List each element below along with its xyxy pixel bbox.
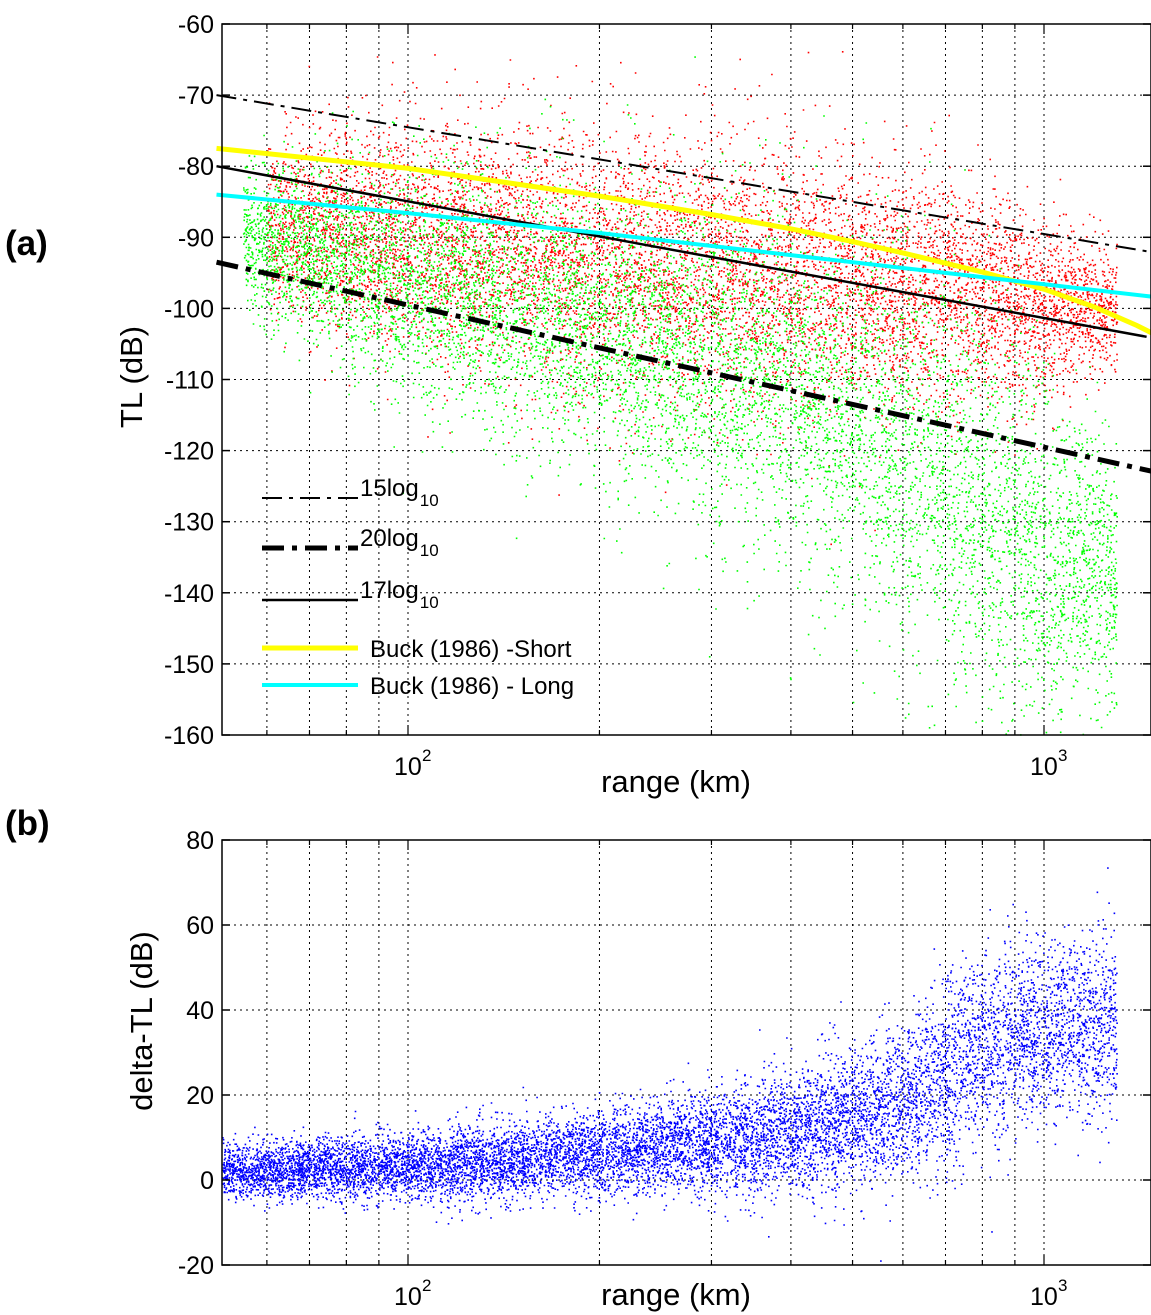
y-tick-label: -140 [164,580,214,608]
y-tick-label: -100 [164,295,214,323]
panel-a-grid [222,24,1151,735]
panel-a: (a) TL (dB) range (km) -60-70-80-90-100-… [5,11,1151,799]
x-tick-label: 10 [394,1283,422,1311]
panel-b: (b) delta-TL (dB) range (km) 80 60 40 20 0 -2… [5,804,1151,1312]
x-tick-label-exponent: 3 [1058,746,1067,765]
model-line [216,164,1147,339]
y-tick-label: -20 [178,1252,214,1280]
y-tick-label: 0 [200,1167,214,1195]
y-tick-label: 40 [186,997,214,1025]
y-tick-label: -80 [178,153,214,181]
panel-a-lines [215,94,1151,474]
x-tick-label: 10 [1030,753,1058,781]
panel-a-y-ticks: -60 -70 -80 -90 -100 -110 -120 -130 -140 -150 -160 [164,11,1151,750]
y-tick-label: 80 [186,827,214,855]
scatter-points [242,56,1118,736]
panel-a-label: (a) [5,224,48,263]
x-tick-label-exponent: 2 [422,1276,431,1295]
model-line [216,94,1151,253]
panel-a-x-axis-label: range (km) [601,764,751,799]
y-tick-label: 60 [186,912,214,940]
legend-label: 20log [360,525,419,552]
panel-a-x-ticks: 10 2 10 3 [266,24,1067,781]
y-tick-label: -110 [166,367,214,395]
panel-b-x-ticks: 10 2 10 3 [266,840,1067,1311]
model-line [216,145,1151,336]
legend-label-subscript: 10 [420,491,439,510]
legend-label-subscript: 10 [420,541,439,560]
legend-label: Buck (1986) -Short [370,636,572,663]
y-tick-label: -70 [178,82,214,110]
panel-b-grid [222,840,1151,1265]
y-tick-label: -60 [178,11,214,39]
panel-a-scatter [242,51,1119,736]
model-line [215,259,1151,474]
y-tick-label: -90 [178,224,214,252]
x-tick-label: 10 [1030,1283,1058,1311]
panel-b-scatter [222,867,1118,1262]
scatter-points [222,867,1118,1262]
legend-label-subscript: 10 [420,593,439,612]
x-tick-label-exponent: 3 [1058,1276,1067,1295]
legend-label: 15log [360,475,419,502]
panel-b-frame [221,839,1151,1266]
y-tick-label: -150 [164,651,214,679]
y-tick-label: 20 [186,1082,214,1110]
x-tick-label: 10 [394,753,422,781]
panel-b-x-axis-label: range (km) [601,1277,751,1312]
model-line [216,192,1151,299]
legend-label: Buck (1986) - Long [370,673,574,700]
legend-label: 17log [360,577,419,604]
panel-b-y-ticks: 80 60 40 20 0 -20 [178,827,1151,1280]
panel-a-y-axis-label: TL (dB) [114,326,149,428]
panel-b-y-axis-label: delta-TL (dB) [124,931,159,1111]
panel-b-label: (b) [5,804,50,843]
y-tick-label: -160 [164,722,214,750]
x-tick-label-exponent: 2 [422,746,431,765]
y-tick-label: -120 [164,438,214,466]
y-tick-label: -130 [164,509,214,537]
